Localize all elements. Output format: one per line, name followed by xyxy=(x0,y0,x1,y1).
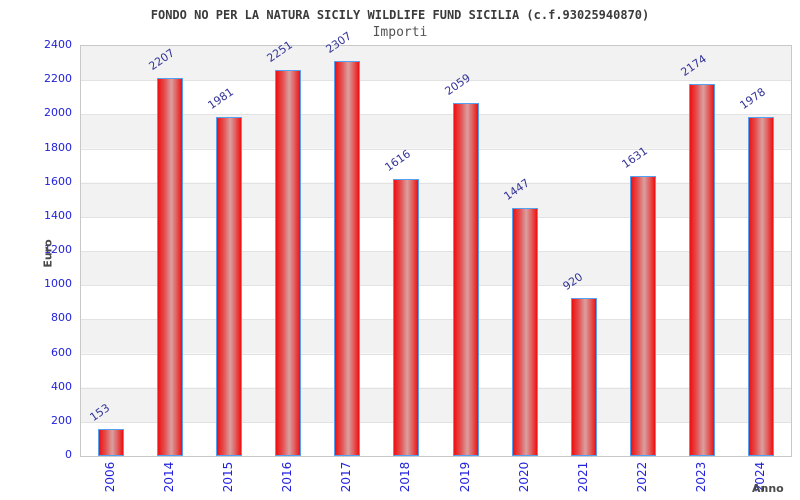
gridline xyxy=(81,182,791,184)
y-tick-label: 1600 xyxy=(44,174,72,188)
x-tick-label: 2023 xyxy=(694,461,709,493)
bar-value-label: 2207 xyxy=(146,46,177,73)
y-tick-label: 1400 xyxy=(44,208,72,222)
bar xyxy=(98,429,124,456)
y-tick-label: 0 xyxy=(65,448,72,461)
y-tick-label: 200 xyxy=(51,413,72,427)
x-tick-label: 2016 xyxy=(280,461,295,493)
x-tick-label: 2018 xyxy=(398,461,413,493)
y-tick-label: 2200 xyxy=(44,72,72,86)
gridline xyxy=(81,251,791,252)
x-tick-label: 2014 xyxy=(161,461,176,493)
chart-subtitle: Importi xyxy=(372,25,428,40)
y-tick-label: 600 xyxy=(51,345,72,359)
gridline xyxy=(81,285,791,287)
y-tick-label: 2000 xyxy=(44,106,72,120)
bar xyxy=(393,179,419,456)
bar-value-label: 2251 xyxy=(264,38,295,65)
gridline xyxy=(81,148,791,150)
y-axis-title: Euro xyxy=(41,239,55,268)
gridline xyxy=(81,216,791,218)
bar xyxy=(630,176,656,456)
x-tick-label: 2019 xyxy=(457,461,472,493)
gridline xyxy=(81,387,791,389)
bar xyxy=(157,78,183,456)
x-tick-label: 2017 xyxy=(339,461,354,493)
bar xyxy=(571,298,597,456)
x-tick-label: 2006 xyxy=(102,461,117,493)
bar-value-label: 1616 xyxy=(382,147,413,174)
bar-value-label: 1978 xyxy=(737,85,768,112)
bar xyxy=(275,70,301,456)
y-tick-label: 1000 xyxy=(44,277,72,291)
gridline xyxy=(81,353,791,355)
bar-value-label: 2174 xyxy=(678,52,709,79)
bar xyxy=(334,61,360,456)
x-tick-label: 2022 xyxy=(635,461,650,493)
x-tick-label: 2021 xyxy=(575,461,590,493)
bar xyxy=(216,117,242,456)
bar-value-label: 1981 xyxy=(205,85,236,112)
x-tick-label: 2020 xyxy=(516,461,531,493)
y-tick-label: 2400 xyxy=(44,38,72,51)
x-tick-label: 2015 xyxy=(220,461,235,493)
bar xyxy=(689,84,715,456)
y-tick-label: 1200 xyxy=(44,243,72,256)
bar xyxy=(453,103,479,456)
bar-value-label: 1447 xyxy=(501,176,532,203)
bar xyxy=(512,208,538,456)
bar-value-label: 2059 xyxy=(442,71,473,98)
bar-value-label: 920 xyxy=(560,270,586,293)
x-axis-title: Anno xyxy=(752,482,784,495)
gridline xyxy=(81,319,791,321)
y-tick-label: 400 xyxy=(51,379,72,393)
gridline xyxy=(81,421,791,423)
chart-title: FONDO NO PER LA NATURA SICILY WILDLIFE F… xyxy=(150,8,650,22)
y-tick-label: 800 xyxy=(51,311,72,325)
gridline xyxy=(81,114,791,116)
y-tick-label: 1800 xyxy=(44,140,72,154)
plot-area: 153 2207 1981 2251 2307 1616 2059 1447 920 1631 21… xyxy=(80,29,792,457)
gridline xyxy=(81,80,791,82)
bar xyxy=(748,117,774,456)
bar-value-label: 153 xyxy=(87,401,113,424)
